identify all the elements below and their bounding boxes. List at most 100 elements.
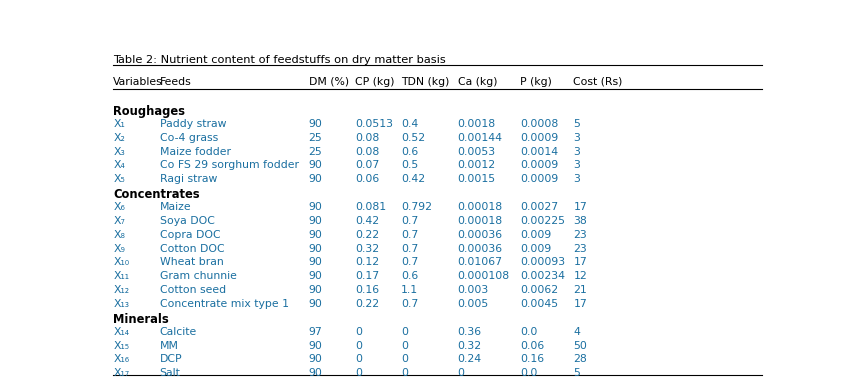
Text: 0.42: 0.42 [401,174,425,184]
Text: 0.7: 0.7 [401,257,418,267]
Text: 0: 0 [355,354,362,365]
Text: Co FS 29 sorghum fodder: Co FS 29 sorghum fodder [160,160,299,170]
Text: Cotton seed: Cotton seed [160,285,225,295]
Text: 5: 5 [572,119,579,129]
Text: Maize: Maize [160,202,191,212]
Text: 0.00018: 0.00018 [457,202,502,212]
Text: 0.792: 0.792 [401,202,432,212]
Text: 0.0009: 0.0009 [519,160,558,170]
Text: X₈: X₈ [113,230,125,240]
Text: 28: 28 [572,354,586,365]
Text: 1.1: 1.1 [401,285,418,295]
Text: 0.005: 0.005 [457,299,488,309]
Text: Concentrate mix type 1: Concentrate mix type 1 [160,299,288,309]
Text: Ragi straw: Ragi straw [160,174,217,184]
Text: 23: 23 [572,230,586,240]
Text: 0.0012: 0.0012 [457,160,495,170]
Text: 0.12: 0.12 [355,257,379,267]
Text: 12: 12 [572,271,586,281]
Text: 0.24: 0.24 [457,354,481,365]
Text: 0.6: 0.6 [401,147,418,157]
Text: Cotton DOC: Cotton DOC [160,244,224,254]
Text: 0.32: 0.32 [457,340,481,350]
Text: 0.22: 0.22 [355,299,379,309]
Text: 90: 90 [308,160,322,170]
Text: Feeds: Feeds [160,77,191,87]
Text: X₁: X₁ [113,119,125,129]
Text: Cost (Rs): Cost (Rs) [572,77,622,87]
Text: X₁₆: X₁₆ [113,354,130,365]
Text: 90: 90 [308,354,322,365]
Text: 0.7: 0.7 [401,230,418,240]
Text: 17: 17 [572,299,586,309]
Text: 0.0018: 0.0018 [457,119,495,129]
Text: 3: 3 [572,160,579,170]
Text: X₁₇: X₁₇ [113,368,130,378]
Text: 0.00093: 0.00093 [519,257,565,267]
Text: 3: 3 [572,174,579,184]
Text: Minerals: Minerals [113,313,169,326]
Text: 0.16: 0.16 [519,354,544,365]
Text: 90: 90 [308,230,322,240]
Text: 3: 3 [572,133,579,142]
Text: 0.009: 0.009 [519,230,551,240]
Text: 90: 90 [308,216,322,226]
Text: 0.36: 0.36 [457,327,481,337]
Text: X₇: X₇ [113,216,125,226]
Text: Paddy straw: Paddy straw [160,119,226,129]
Text: 0.7: 0.7 [401,216,418,226]
Text: TDN (kg): TDN (kg) [401,77,450,87]
Text: 0: 0 [401,354,408,365]
Text: 97: 97 [308,327,322,337]
Text: 0.4: 0.4 [401,119,418,129]
Text: Copra DOC: Copra DOC [160,230,220,240]
Text: 0.0009: 0.0009 [519,133,558,142]
Text: 0.0014: 0.0014 [519,147,558,157]
Text: Ca (kg): Ca (kg) [457,77,496,87]
Text: 0.7: 0.7 [401,299,418,309]
Text: X₁₁: X₁₁ [113,271,129,281]
Text: X₁₀: X₁₀ [113,257,130,267]
Text: 0.0009: 0.0009 [519,174,558,184]
Text: Concentrates: Concentrates [113,188,200,201]
Text: 0.00144: 0.00144 [457,133,502,142]
Text: 0.0027: 0.0027 [519,202,558,212]
Text: 0.7: 0.7 [401,244,418,254]
Text: 0.01067: 0.01067 [457,257,502,267]
Text: 90: 90 [308,119,322,129]
Text: 0.08: 0.08 [355,147,379,157]
Text: 90: 90 [308,202,322,212]
Text: Salt: Salt [160,368,180,378]
Text: 0.0513: 0.0513 [355,119,392,129]
Text: 0: 0 [355,327,362,337]
Text: X₁₄: X₁₄ [113,327,130,337]
Text: X₅: X₅ [113,174,125,184]
Text: 0.0053: 0.0053 [457,147,495,157]
Text: X₂: X₂ [113,133,125,142]
Text: 0.52: 0.52 [401,133,425,142]
Text: 38: 38 [572,216,586,226]
Text: 0: 0 [401,327,408,337]
Text: MM: MM [160,340,178,350]
Text: 50: 50 [572,340,587,350]
Text: 0.000108: 0.000108 [457,271,509,281]
Text: 0.32: 0.32 [355,244,379,254]
Text: 0.00225: 0.00225 [519,216,565,226]
Text: 0.081: 0.081 [355,202,386,212]
Text: 3: 3 [572,147,579,157]
Text: X₁₅: X₁₅ [113,340,129,350]
Text: X₆: X₆ [113,202,125,212]
Text: X₃: X₃ [113,147,125,157]
Text: 0.22: 0.22 [355,230,379,240]
Text: DM (%): DM (%) [308,77,348,87]
Text: 0.0008: 0.0008 [519,119,558,129]
Text: 0.08: 0.08 [355,133,379,142]
Text: 90: 90 [308,257,322,267]
Text: 90: 90 [308,299,322,309]
Text: 0.17: 0.17 [355,271,379,281]
Text: 0: 0 [355,340,362,350]
Text: 90: 90 [308,340,322,350]
Text: Soya DOC: Soya DOC [160,216,214,226]
Text: 0.16: 0.16 [355,285,379,295]
Text: 0: 0 [401,340,408,350]
